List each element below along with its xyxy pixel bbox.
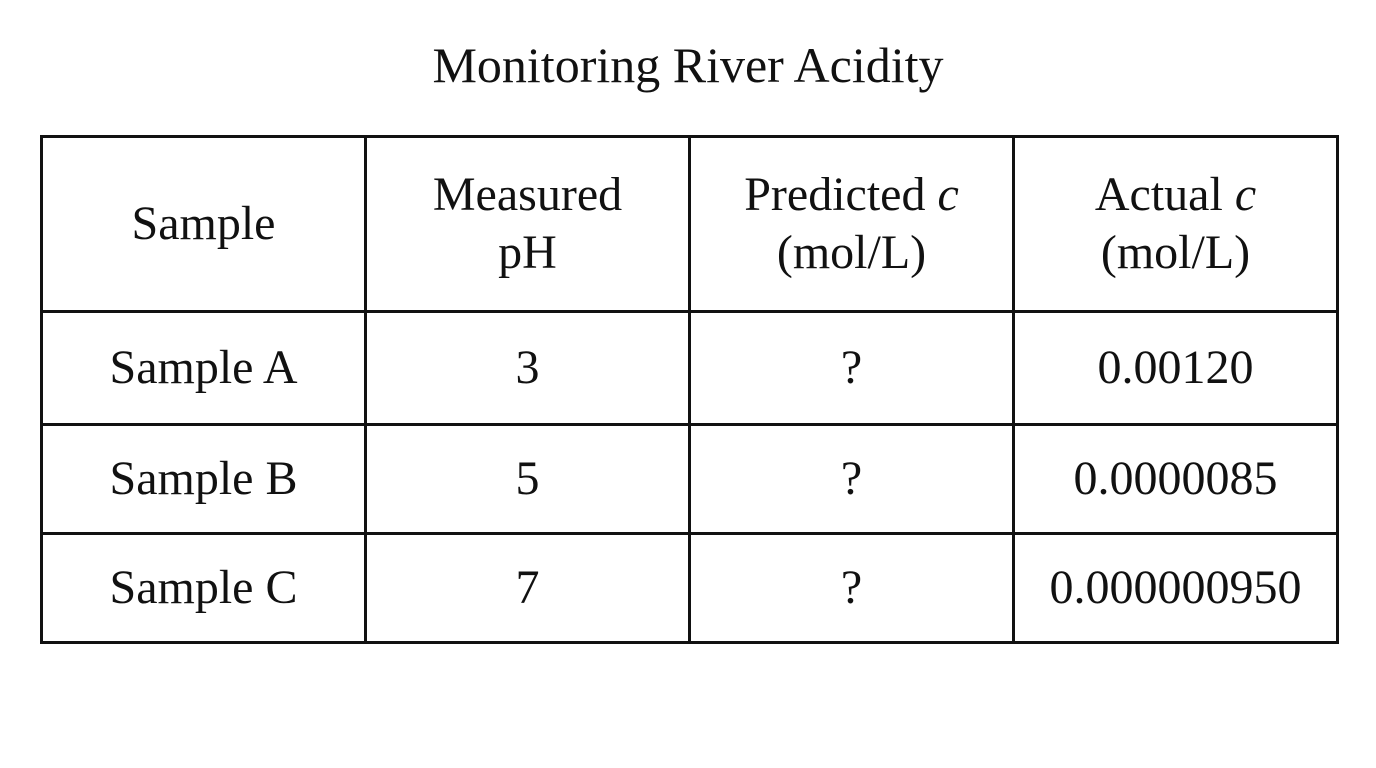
page-title: Monitoring River Acidity — [432, 37, 944, 93]
cell-sample: Sample C — [40, 532, 367, 644]
header-measured-ph: Measured pH — [364, 135, 691, 313]
header-sample: Sample — [40, 135, 367, 313]
cell-sample: Sample B — [40, 423, 367, 535]
cell-measured-ph: 5 — [364, 423, 691, 535]
data-table: Sample Measured pH Predicted c (mol/L) A… — [40, 135, 1339, 644]
cell-sample: Sample A — [40, 310, 367, 426]
cell-measured-ph: 7 — [364, 532, 691, 644]
header-predicted-c: Predicted c (mol/L) — [688, 135, 1015, 313]
cell-measured-ph: 3 — [364, 310, 691, 426]
cell-actual-c: 0.0000085 — [1012, 423, 1339, 535]
cell-actual-c: 0.000000950 — [1012, 532, 1339, 644]
cell-predicted-c: ? — [688, 532, 1015, 644]
table-header-row: Sample Measured pH Predicted c (mol/L) A… — [40, 135, 1339, 313]
header-actual-c: Actual c (mol/L) — [1012, 135, 1339, 313]
table-row: Sample B 5 ? 0.0000085 — [40, 423, 1339, 535]
table-row: Sample A 3 ? 0.00120 — [40, 310, 1339, 426]
cell-predicted-c: ? — [688, 310, 1015, 426]
cell-actual-c: 0.00120 — [1012, 310, 1339, 426]
table-row: Sample C 7 ? 0.000000950 — [40, 532, 1339, 644]
cell-predicted-c: ? — [688, 423, 1015, 535]
